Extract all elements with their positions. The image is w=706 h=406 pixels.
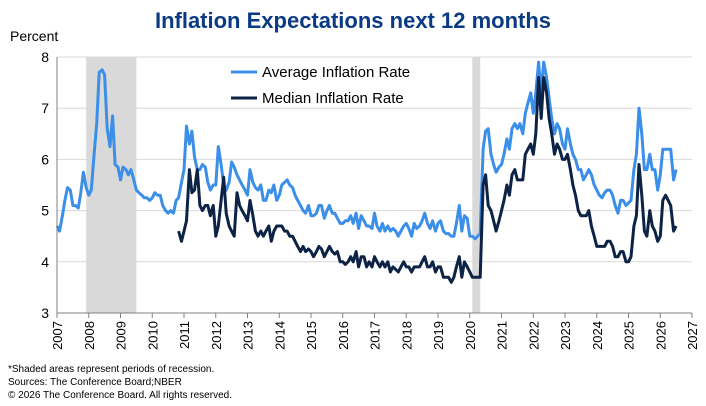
x-tick-label: 2019: [431, 321, 446, 350]
y-tick-label: 4: [41, 254, 49, 270]
x-tick-label: 2015: [304, 321, 319, 350]
legend-label-1: Median Inflation Rate: [262, 90, 404, 107]
gridlines: [57, 56, 692, 263]
x-tick-label: 2007: [50, 321, 65, 350]
chart-title: Inflation Expectations next 12 months: [154, 8, 552, 33]
x-tick-label: 2020: [463, 321, 478, 350]
x-tick-label: 2013: [241, 321, 256, 350]
x-tick-label: 2014: [272, 321, 287, 350]
y-tick-label: 7: [41, 100, 49, 116]
x-tick-label: 2027: [685, 321, 700, 350]
x-tick-label: 2010: [145, 321, 160, 350]
x-tick-label: 2008: [82, 321, 97, 350]
x-tick-label: 2023: [558, 321, 573, 350]
x-tick-label: 2009: [114, 321, 129, 350]
x-tick-label: 2021: [495, 321, 510, 350]
y-axis-label: Percent: [10, 28, 59, 44]
average-inflation-line: [55, 60, 678, 241]
axes: 3 4 5 6 7 8 2007 2008 2009 2010 2011 2012 2013 2014 20…: [41, 49, 700, 350]
y-tick-label: 8: [41, 49, 49, 65]
x-tick-label: 2024: [590, 321, 605, 350]
recession-band-0: [86, 57, 137, 313]
x-tick-label: 2012: [209, 321, 224, 350]
recession-band-1: [472, 57, 481, 313]
y-tick-label: 5: [41, 203, 49, 219]
y-tick-label: 6: [41, 151, 49, 167]
x-tick-label: 2025: [622, 321, 637, 350]
legend: Average Inflation Rate Median Inflation R…: [231, 64, 410, 107]
series-lines: [55, 60, 678, 284]
recession-shading: [86, 57, 481, 313]
x-tick-label: 2022: [526, 321, 541, 350]
footnote-sources: Sources: The Conference Board;NBER: [8, 377, 182, 388]
x-tick-label: 2026: [653, 321, 668, 350]
footnote-copyright: © 2026 The Conference Board. All rights …: [8, 390, 232, 401]
footnote-recession: *Shaded areas represent periods of reces…: [8, 364, 215, 375]
x-tick-label: 2016: [336, 321, 351, 350]
legend-label-0: Average Inflation Rate: [262, 64, 410, 81]
median-inflation-line: [177, 76, 678, 284]
x-tick-label: 2017: [368, 321, 383, 350]
x-tick-label: 2018: [399, 321, 414, 350]
x-tick-label: 2011: [177, 321, 192, 349]
y-tick-label: 3: [41, 305, 49, 321]
